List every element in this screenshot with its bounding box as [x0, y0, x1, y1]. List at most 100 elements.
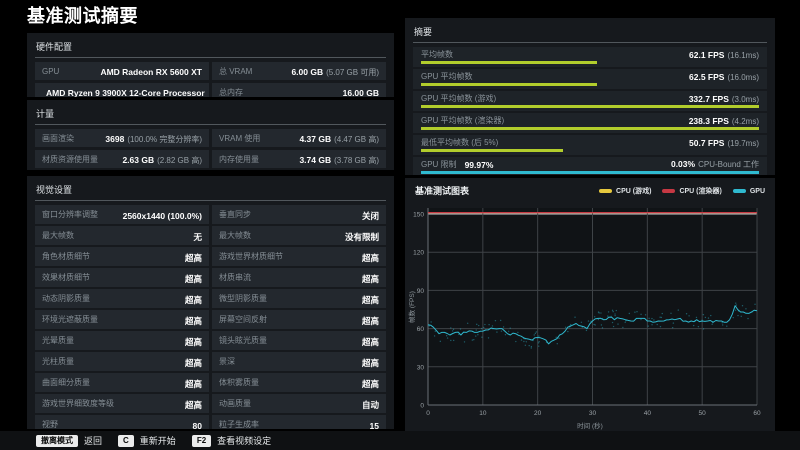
gpu-frame-dot: [726, 325, 728, 327]
visual-settings-rows: 窗口分辨率调整 2560x1440 (100.0%) 垂直同步 关闭 最大帧数无最大帧数…: [35, 205, 386, 429]
legend-swatch: [599, 189, 613, 193]
gpu-frame-dot: [507, 330, 510, 332]
summary-bar: [421, 83, 597, 86]
gpu-frame-dot: [651, 324, 653, 326]
y-tick-150: 150: [413, 212, 424, 219]
gpu-frame-dot: [517, 331, 519, 334]
gpu-frame-dot: [622, 326, 624, 329]
gpu-frame-dot: [651, 317, 653, 320]
key-badge[interactable]: C: [118, 434, 134, 447]
summary-value-group: 238.3 FPS (4.2ms): [689, 116, 759, 126]
kv-value: 超高: [361, 336, 379, 347]
gpu-frame-dot: [538, 345, 540, 347]
footer-hint-1[interactable]: C 重新开始: [118, 434, 176, 447]
gpu-frame-dot: [520, 339, 523, 341]
kv-value: 超高: [361, 378, 379, 389]
kv-value: 超高: [361, 357, 379, 368]
gpu-frame-dot: [677, 309, 680, 311]
legend-label: CPU (渲染器): [679, 188, 722, 195]
kv-label: 微型阴影质量: [219, 294, 267, 303]
kv-value-group: 15: [370, 416, 379, 430]
kv-value-group: 超高: [362, 374, 379, 392]
key-badge[interactable]: F2: [191, 434, 212, 447]
kv-label: 动画质量: [219, 399, 251, 408]
gpu-frame-dot: [597, 318, 600, 321]
gpu-frame-dot: [475, 335, 477, 337]
summary-label: GPU 平均帧数: [421, 72, 473, 81]
kv-label: 游戏世界材质细节: [219, 252, 283, 261]
summary-left-group: GPU 限制 99.97%: [421, 159, 493, 170]
gpu-frame-dot: [451, 330, 454, 332]
gpu-frame-dot: [430, 321, 432, 323]
kv-cell: 内存使用量 3.74 GB (3.78 GB 高): [212, 150, 386, 168]
gpu-frame-dot: [628, 312, 631, 315]
gpu-frame-dot: [538, 335, 540, 337]
kv-label: 内存使用量: [219, 154, 259, 164]
footer-hint-0[interactable]: 撤离模式 返回: [36, 434, 102, 447]
summary-ms-value: (4.2ms): [731, 116, 759, 126]
legend-item: CPU (渲染器): [662, 186, 722, 196]
kv-value: 超高: [184, 378, 202, 389]
gpu-frame-dot: [702, 328, 705, 330]
summary-bar-track: [421, 105, 759, 108]
kv-value-group: 超高: [362, 248, 379, 266]
summary-ms-value: (16.0ms): [727, 72, 759, 82]
kv-label: 效果材质细节: [42, 273, 90, 282]
summary-label: GPU 限制: [421, 160, 457, 169]
kv-label: 动态阴影质量: [42, 294, 90, 303]
x-tick-0: 0: [426, 410, 430, 417]
kv-value-group: 关闭: [362, 206, 379, 224]
gpu-frame-dot: [433, 335, 436, 337]
gpu-frame-dot: [458, 333, 460, 336]
page-title: 基准测试摘要: [27, 6, 138, 26]
kv-value-group: 没有限制: [345, 227, 379, 245]
gpu-frame-dot: [732, 316, 734, 319]
summary-bar: [421, 149, 563, 152]
kv-value-group: 超高: [185, 374, 202, 392]
gpu-frame-dot: [459, 328, 462, 330]
summary-row: GPU 平均帧数 (游戏) 332.7 FPS (3.0ms): [413, 91, 767, 111]
kv-label: 角色材质细节: [42, 252, 90, 261]
kv-value-group: 6.00 GB (5.07 GB 可用): [291, 62, 379, 80]
kv-label: 屏幕空间反射: [219, 315, 267, 324]
footer-hint-2[interactable]: F2 查看视频设定: [191, 434, 271, 447]
gpu-frame-dot: [614, 314, 616, 317]
gpu-frame-dot: [607, 315, 609, 317]
kv-label: 镜头眩光质量: [219, 336, 267, 345]
summary-label-value: 99.97%: [464, 159, 494, 170]
gpu-frame-dot: [523, 340, 525, 343]
gpu-frame-dot: [537, 342, 540, 344]
summary-bar: [421, 61, 597, 64]
kv-value-group: 超高: [185, 332, 202, 350]
gpu-frame-dot: [741, 305, 744, 307]
kv-label: 视野: [42, 420, 58, 429]
kv-label: 材质资源使用量: [42, 154, 98, 164]
kv-cell: GPU AMD Radeon RX 5600 XT: [35, 62, 209, 80]
kv-value: 超高: [184, 336, 202, 347]
key-badge[interactable]: 撤离模式: [36, 434, 78, 447]
kv-cell: 光晕质量 超高: [35, 331, 209, 350]
gpu-frame-dot: [439, 340, 442, 343]
kv-value: 超高: [184, 399, 202, 410]
summary-row-line: GPU 平均帧数 62.5 FPS (16.0ms): [421, 69, 759, 84]
kv-value-group: 自动: [362, 395, 379, 413]
summary-title: 摘要: [413, 22, 767, 43]
kv-label: GPU: [42, 66, 60, 76]
gpu-frame-dot: [600, 312, 602, 314]
gpu-frame-dot: [558, 337, 560, 340]
metrics-panel: 计量 画面渲染 3698 (100.0% 完整分辨率) VRAM 使用 4.37 GB(…: [27, 100, 394, 170]
kv-cell: 视野 80: [35, 415, 209, 429]
kv-value-group: 超高: [362, 269, 379, 287]
kv-value: 3.74 GB: [299, 155, 332, 165]
summary-panel: 摘要 平均帧数 62.1 FPS (16.1ms) GPU 平均帧数 62.5 FPS(…: [405, 18, 775, 175]
gpu-frame-dot: [567, 330, 569, 333]
gpu-frame-dot: [534, 332, 537, 335]
gpu-frame-dot: [597, 311, 600, 313]
y-tick-90: 90: [417, 288, 425, 295]
summary-row-line: GPU 平均帧数 (游戏) 332.7 FPS (3.0ms): [421, 91, 759, 106]
legend-swatch: [732, 189, 746, 193]
kv-label: 最大帧数: [219, 231, 251, 240]
gpu-frame-dot: [515, 340, 517, 343]
gpu-frame-dot: [737, 314, 739, 317]
kv-cell: CPUAMD Ryzen 9 3900X 12-Core Processor: [35, 83, 209, 97]
